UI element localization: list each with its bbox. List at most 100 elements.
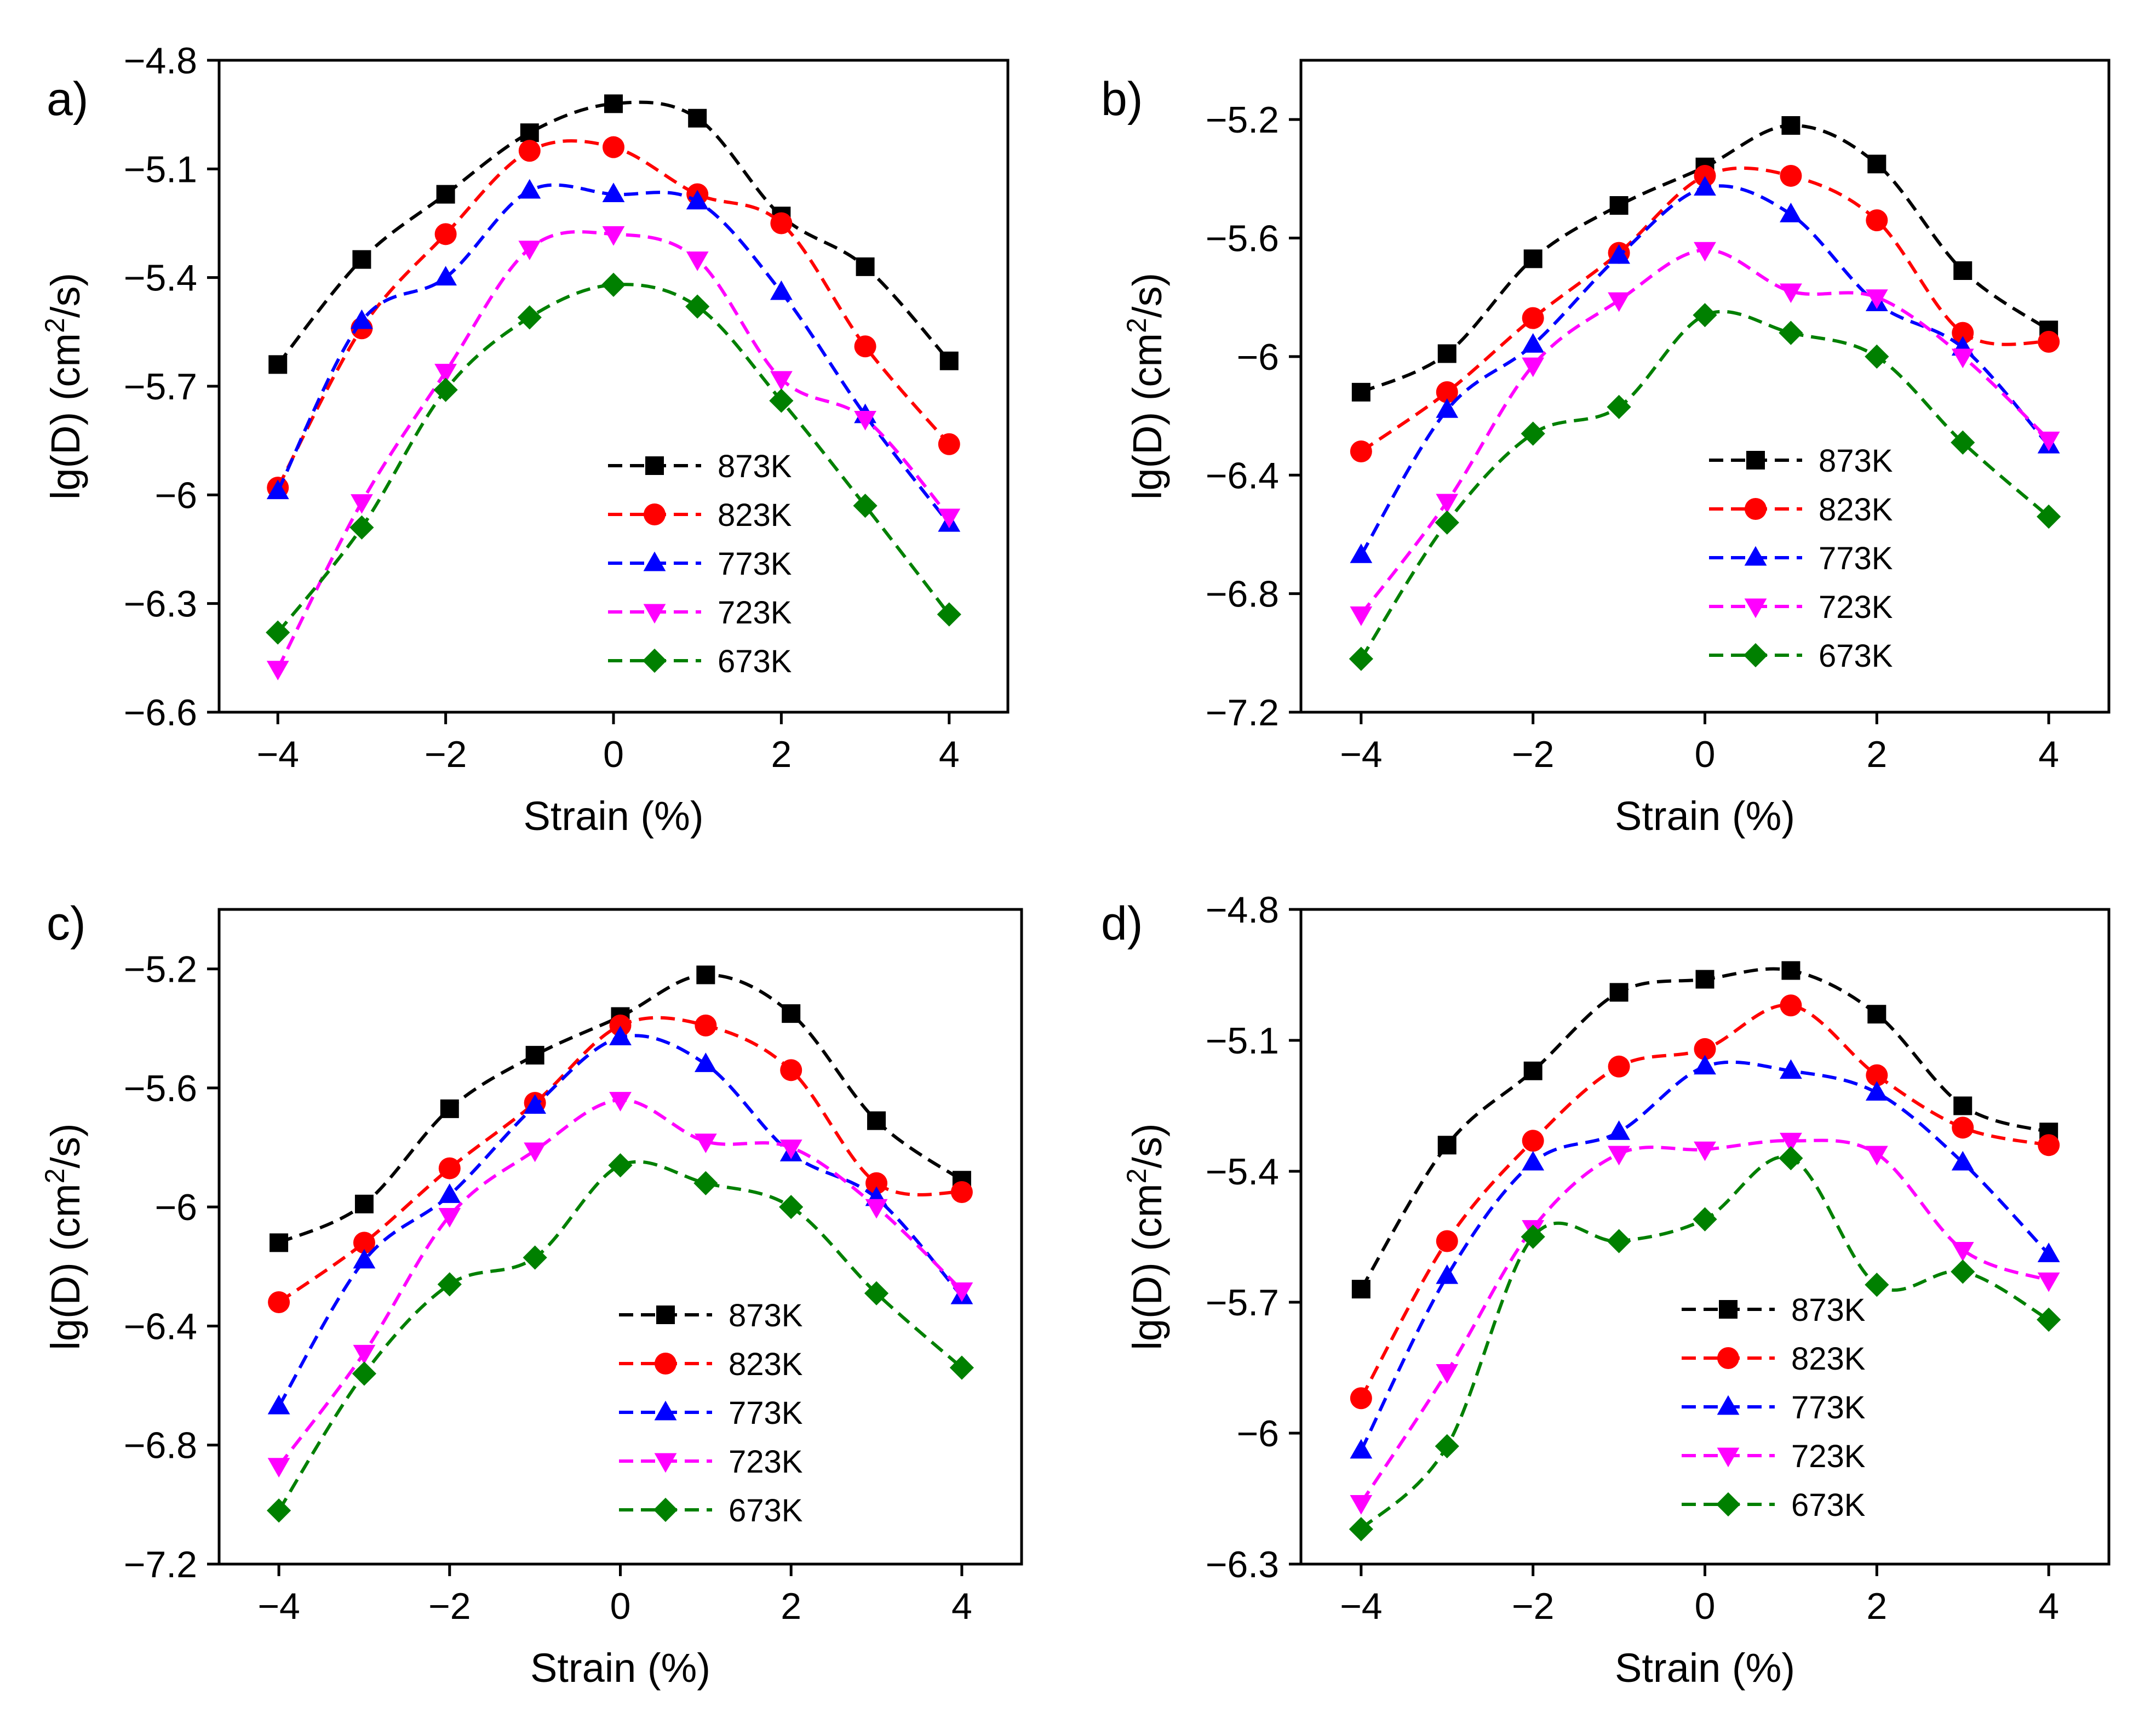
data-point — [1951, 1241, 1974, 1262]
legend-marker — [656, 1306, 675, 1324]
legend-marker — [1744, 546, 1767, 566]
data-point — [601, 272, 626, 297]
legend-label: 673K — [718, 644, 792, 679]
data-point — [1349, 1517, 1373, 1542]
data-point — [1521, 421, 1545, 446]
data-point — [1865, 344, 1889, 369]
data-point — [1350, 1495, 1373, 1515]
data-point — [1350, 1439, 1373, 1459]
data-point — [438, 1208, 461, 1228]
data-point — [867, 1111, 886, 1130]
data-point — [518, 179, 541, 199]
series-773K — [1350, 1055, 2060, 1459]
legend-label: 823K — [718, 497, 792, 533]
legend-marker — [1717, 1395, 1740, 1415]
y-tick-label: −6.8 — [124, 1425, 197, 1467]
legend-marker — [1717, 1347, 1739, 1369]
legend-label: 723K — [1791, 1439, 1866, 1474]
x-tick-label: 4 — [2038, 734, 2059, 775]
series-873K — [268, 94, 959, 374]
data-point — [694, 1052, 717, 1072]
data-point — [609, 1026, 632, 1046]
data-point — [2037, 504, 2061, 529]
legend-label: 673K — [1791, 1487, 1866, 1523]
series-line — [277, 1034, 964, 1407]
plot-frame — [1299, 908, 2111, 1566]
legend-marker — [643, 604, 666, 624]
legend-marker — [654, 1400, 677, 1421]
data-point — [266, 479, 289, 500]
data-point — [1866, 1064, 1888, 1086]
y-tick-label: −5.6 — [1206, 218, 1279, 260]
data-point — [268, 355, 288, 374]
legend-label: 823K — [729, 1347, 803, 1382]
y-axis-title: lg(D) (cm2/s) — [39, 1123, 88, 1350]
data-point — [1694, 176, 1716, 196]
data-point — [2038, 1134, 2060, 1156]
x-tick-label: 0 — [1695, 734, 1716, 775]
data-point — [518, 140, 541, 162]
data-point — [266, 1498, 291, 1523]
panel-label: d) — [1101, 897, 1143, 950]
panel-label: a) — [47, 73, 88, 125]
data-point — [1436, 494, 1459, 514]
legend-label: 773K — [729, 1395, 803, 1431]
series-723K — [266, 226, 961, 680]
data-point — [1436, 1264, 1459, 1284]
data-point — [1350, 606, 1373, 626]
series-823K — [1350, 994, 2060, 1410]
data-point — [779, 1140, 802, 1159]
data-point — [770, 371, 793, 391]
data-point — [1867, 154, 1886, 174]
data-point — [1436, 1230, 1458, 1252]
y-tick-label: −6.3 — [1206, 1544, 1279, 1585]
data-point — [1694, 1141, 1716, 1161]
data-point — [353, 1232, 375, 1254]
data-point — [438, 1183, 461, 1203]
data-point — [938, 508, 961, 529]
data-point — [693, 1171, 718, 1195]
series-line — [277, 1160, 963, 1511]
data-point — [1607, 1229, 1631, 1253]
legend-label: 673K — [1819, 638, 1893, 674]
data-point — [609, 1014, 632, 1037]
series-773K — [1350, 176, 2060, 563]
legend-marker — [644, 503, 666, 525]
legend-marker — [1716, 1492, 1741, 1517]
series-723K — [267, 1092, 973, 1478]
legend-label: 773K — [718, 546, 792, 582]
data-point — [1951, 430, 1975, 455]
data-point — [2038, 330, 2060, 353]
legend: 873K 823K 773K 723K 673K — [619, 1298, 803, 1528]
data-point — [1781, 116, 1801, 135]
data-point — [1780, 283, 1802, 304]
data-point — [602, 182, 625, 203]
x-tick-label: 0 — [1695, 1585, 1716, 1627]
data-point — [1351, 382, 1371, 402]
y-tick-label: −6.6 — [124, 692, 197, 734]
legend: 873K 823K 773K 723K 673K — [1709, 443, 1893, 674]
data-point — [1779, 320, 1803, 345]
series-823K — [268, 1014, 973, 1313]
legend: 873K 823K 773K 723K 673K — [1682, 1292, 1866, 1523]
x-axis-title: Strain (%) — [1615, 1645, 1795, 1691]
data-point — [1351, 1280, 1371, 1299]
series-723K — [1350, 242, 2060, 626]
data-point — [688, 108, 707, 128]
legend-marker — [643, 551, 666, 571]
data-point — [1866, 209, 1888, 232]
data-point — [1349, 646, 1373, 671]
data-point — [434, 364, 457, 383]
y-tick-label: −6 — [154, 474, 197, 516]
y-tick-label: −5.6 — [124, 1068, 197, 1109]
x-tick-label: −2 — [425, 734, 467, 775]
x-axis-title: Strain (%) — [530, 1645, 710, 1691]
data-point — [865, 1199, 888, 1219]
data-point — [433, 377, 458, 402]
data-point — [1608, 1146, 1630, 1166]
data-point — [524, 1094, 547, 1114]
data-point — [1951, 1259, 1975, 1284]
x-tick-label: 0 — [610, 1585, 631, 1627]
data-point — [1608, 1055, 1630, 1078]
